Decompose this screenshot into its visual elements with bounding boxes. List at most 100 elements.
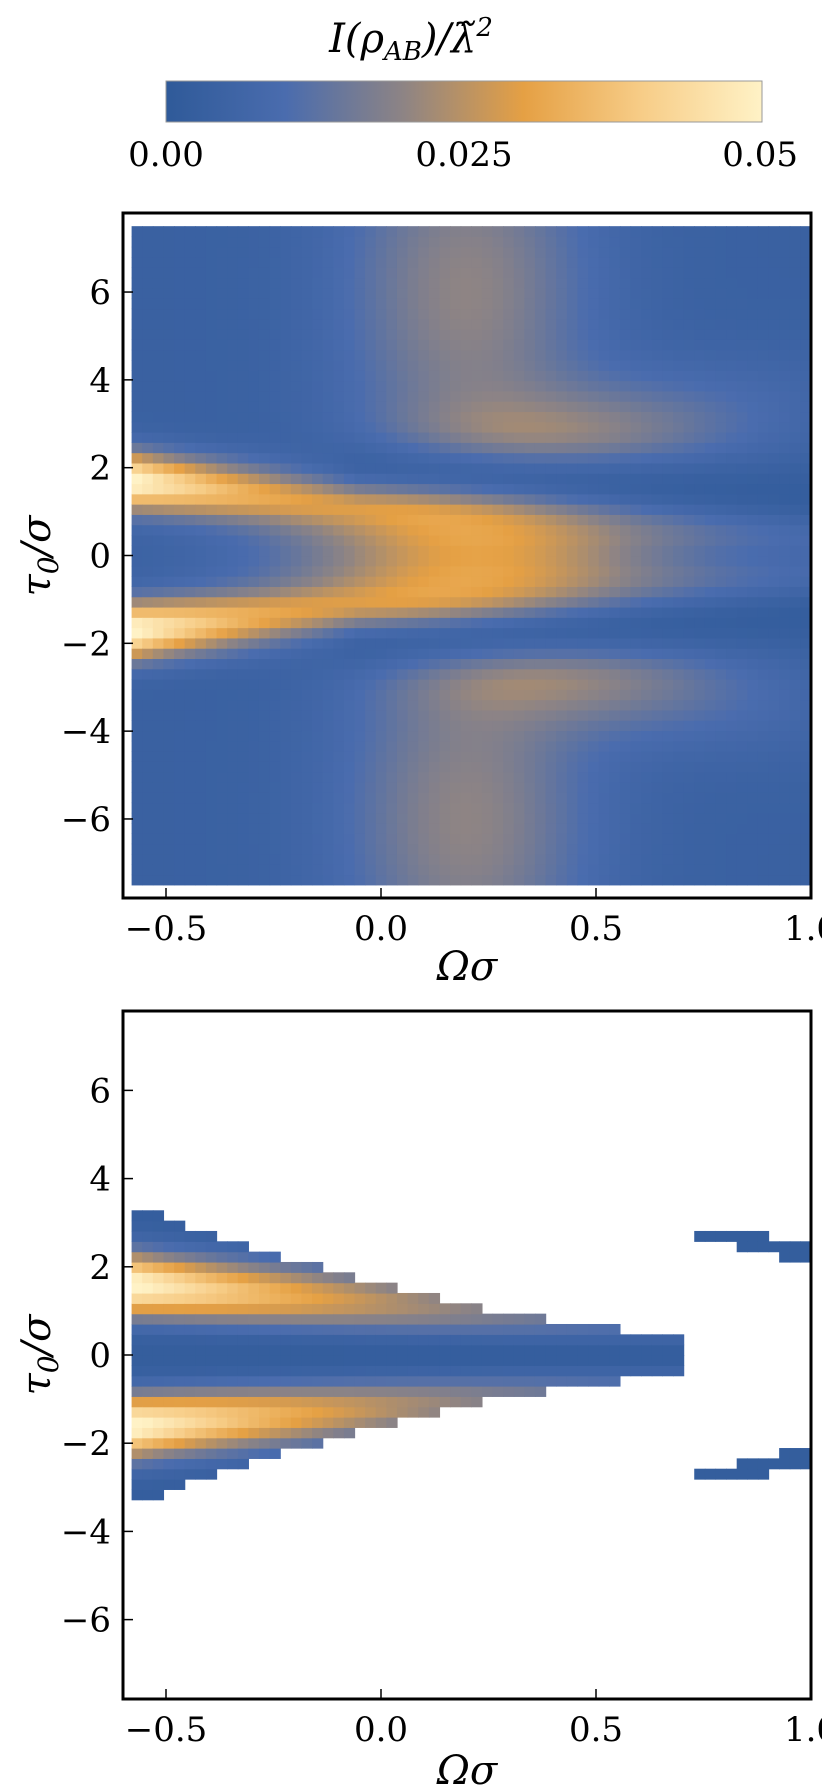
heatmap-cell: [428, 339, 441, 351]
bottom-heatmap-panel: −0.50.00.51.06420−2−4−6 Ωσ τ0/σ: [14, 1009, 822, 1791]
heatmap-cell: [598, 236, 610, 248]
heatmap-cell: [715, 370, 727, 382]
colorbar-tick-label: 0.05: [722, 135, 798, 175]
heatmap-cell: [439, 318, 451, 330]
heatmap-cell: [195, 689, 207, 701]
heatmap-cell: [662, 864, 674, 876]
heatmap-cell: [312, 658, 324, 670]
heatmap-cell: [450, 709, 462, 721]
heatmap-cell: [195, 246, 207, 258]
heatmap-cell: [779, 411, 791, 423]
heatmap-cell: [418, 277, 430, 289]
heatmap-cell: [726, 514, 738, 526]
heatmap-cell: [779, 452, 791, 464]
heatmap-cell: [152, 504, 165, 515]
heatmap-cell: [301, 720, 313, 732]
heatmap-cell: [301, 781, 313, 793]
heatmap-cell: [609, 679, 621, 690]
heatmap-cell: [641, 298, 653, 310]
heatmap-cell: [800, 390, 812, 402]
heatmap-cell: [768, 699, 780, 711]
heatmap-cell: [747, 833, 759, 845]
heatmap-cell: [471, 287, 483, 299]
heatmap-cell: [630, 792, 642, 804]
heatmap-cell: [588, 679, 600, 690]
heatmap-cell: [566, 452, 579, 464]
heatmap-cell: [237, 637, 249, 649]
heatmap-cell: [609, 689, 621, 701]
heatmap-cell: [227, 534, 239, 546]
heatmap-cell: [651, 720, 663, 732]
heatmap-cell: [258, 874, 271, 886]
heatmap-cell: [333, 874, 345, 886]
heatmap-cell: [524, 1365, 536, 1377]
heatmap-cell: [216, 1355, 228, 1366]
heatmap-cell: [588, 329, 600, 340]
heatmap-cell: [227, 1396, 239, 1408]
heatmap-cell: [662, 853, 674, 865]
heatmap-cell: [588, 709, 600, 721]
heatmap-cell: [460, 874, 472, 886]
heatmap-cell: [789, 1448, 801, 1459]
heatmap-cell: [673, 308, 685, 320]
heatmap-cell: [174, 504, 186, 515]
heatmap-cell: [460, 349, 472, 361]
heatmap-cell: [216, 534, 228, 546]
heatmap-cell: [683, 277, 695, 289]
heatmap-cell: [407, 432, 419, 443]
heatmap-cell: [534, 236, 547, 248]
heatmap-cell: [439, 833, 451, 845]
heatmap-cell: [789, 493, 801, 505]
heatmap-cell: [269, 709, 281, 721]
heatmap-cell: [163, 1323, 175, 1335]
heatmap-cell: [534, 442, 547, 454]
heatmap-cell: [418, 668, 430, 680]
heatmap-cell: [343, 555, 356, 567]
heatmap-cell: [163, 648, 175, 660]
heatmap-cell: [566, 792, 579, 804]
heatmap-cell: [333, 442, 345, 454]
heatmap-cell: [131, 679, 143, 690]
heatmap-cell: [651, 236, 663, 248]
heatmap-cell: [174, 246, 186, 258]
heatmap-cell: [142, 1303, 154, 1315]
heatmap-cell: [163, 504, 175, 515]
heatmap-cell: [503, 267, 515, 279]
heatmap-cell: [142, 771, 154, 783]
heatmap-cell: [343, 606, 356, 618]
heatmap-cell: [481, 442, 494, 454]
heatmap-cell: [800, 483, 812, 495]
heatmap-cell: [290, 802, 303, 814]
heatmap-cell: [354, 421, 366, 433]
heatmap-cell: [131, 1272, 143, 1284]
heatmap-cell: [566, 421, 579, 433]
heatmap-cell: [248, 483, 260, 495]
heatmap-cell: [354, 740, 366, 752]
heatmap-cell: [524, 668, 536, 680]
heatmap-cell: [673, 606, 685, 618]
heatmap-cell: [365, 452, 377, 464]
heatmap-cell: [184, 534, 196, 546]
heatmap-cell: [704, 359, 717, 371]
heatmap-cell: [460, 504, 472, 515]
heatmap-cell: [131, 843, 143, 855]
heatmap-cell: [333, 864, 345, 876]
heatmap-cell: [460, 534, 472, 546]
heatmap-cell: [396, 504, 409, 515]
heatmap-cell: [269, 1292, 281, 1304]
heatmap-cell: [556, 452, 568, 464]
heatmap-cell: [641, 648, 653, 660]
heatmap-cell: [163, 1282, 175, 1294]
heatmap-cell: [184, 359, 196, 371]
heatmap-cell: [280, 1313, 292, 1325]
heatmap-cell: [184, 1448, 196, 1459]
heatmap-cell: [524, 226, 536, 238]
heatmap-cell: [142, 637, 154, 649]
heatmap-cell: [227, 421, 239, 433]
heatmap-cell: [534, 524, 547, 536]
heatmap-cell: [662, 452, 674, 464]
heatmap-cell: [768, 483, 780, 495]
heatmap-cell: [598, 1344, 610, 1356]
heatmap-cell: [545, 432, 557, 443]
heatmap-cell: [800, 658, 812, 670]
